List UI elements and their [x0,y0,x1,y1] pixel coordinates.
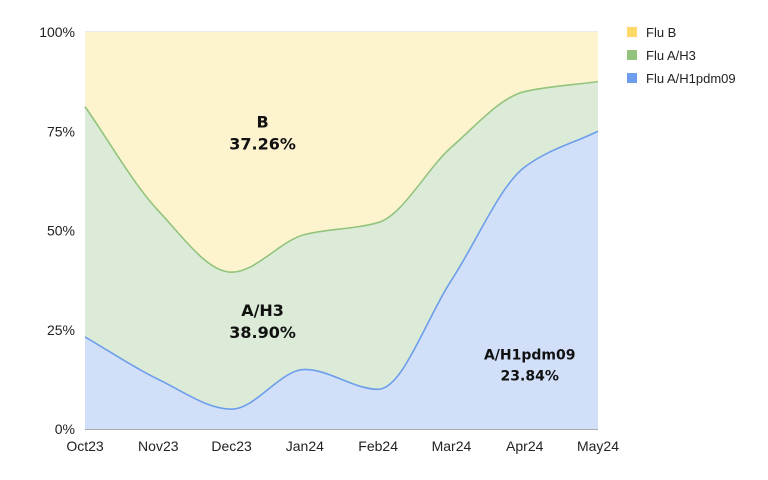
x-tick-oct23: Oct23 [66,438,104,454]
y-tick-25: 25% [47,322,75,338]
y-axis-ticks: 0% 25% 50% 75% 100% [39,24,75,437]
x-tick-nov23: Nov23 [138,438,179,454]
y-tick-75: 75% [47,123,75,139]
legend-swatch-flu-a-h1pdm09 [627,73,637,83]
x-tick-feb24: Feb24 [358,438,398,454]
annotation-flu-a-h1pdm09-name: A/H1pdm09 [484,348,576,364]
y-tick-100: 100% [39,24,75,40]
legend-swatch-flu-b [627,27,637,37]
annotation-flu-b-value: 37.26% [229,134,296,153]
annotation-flu-a-h3-value: 38.90% [229,323,296,342]
annotation-flu-b-name: B [256,112,268,131]
x-tick-jan24: Jan24 [286,438,324,454]
area-flu-b [85,32,598,273]
area-flu-a-h3 [85,81,598,410]
legend-swatch-flu-a-h3 [627,50,637,60]
line-flu-a-h3 [84,80,599,273]
area-flu-a-h1pdm09 [85,131,598,429]
annotation-flu-a-h3-name: A/H3 [241,301,284,320]
annotation-flu-a-h1pdm09-value: 23.84% [501,369,559,385]
y-tick-0: 0% [55,421,75,437]
legend-label-flu-a-h1pdm09: Flu A/H1pdm09 [646,71,736,86]
legend-label-flu-a-h3: Flu A/H3 [646,48,696,63]
y-tick-50: 50% [47,223,75,239]
series-lines [84,80,599,410]
x-axis-ticks: Oct23 Nov23 Dec23 Jan24 Feb24 Mar24 Apr24 May24 [66,438,619,454]
x-tick-dec23: Dec23 [211,438,252,454]
line-flu-a-h1pdm09 [84,130,599,410]
legend-label-flu-b: Flu B [646,25,676,40]
x-tick-may24: May24 [577,438,619,454]
x-tick-apr24: Apr24 [506,438,544,454]
legend: Flu B Flu A/H3 Flu A/H1pdm09 [627,25,736,86]
x-tick-mar24: Mar24 [432,438,472,454]
series-areas [85,32,598,429]
area-annotations: B 37.26% A/H3 38.90% A/H1pdm09 23.84% [229,112,575,384]
